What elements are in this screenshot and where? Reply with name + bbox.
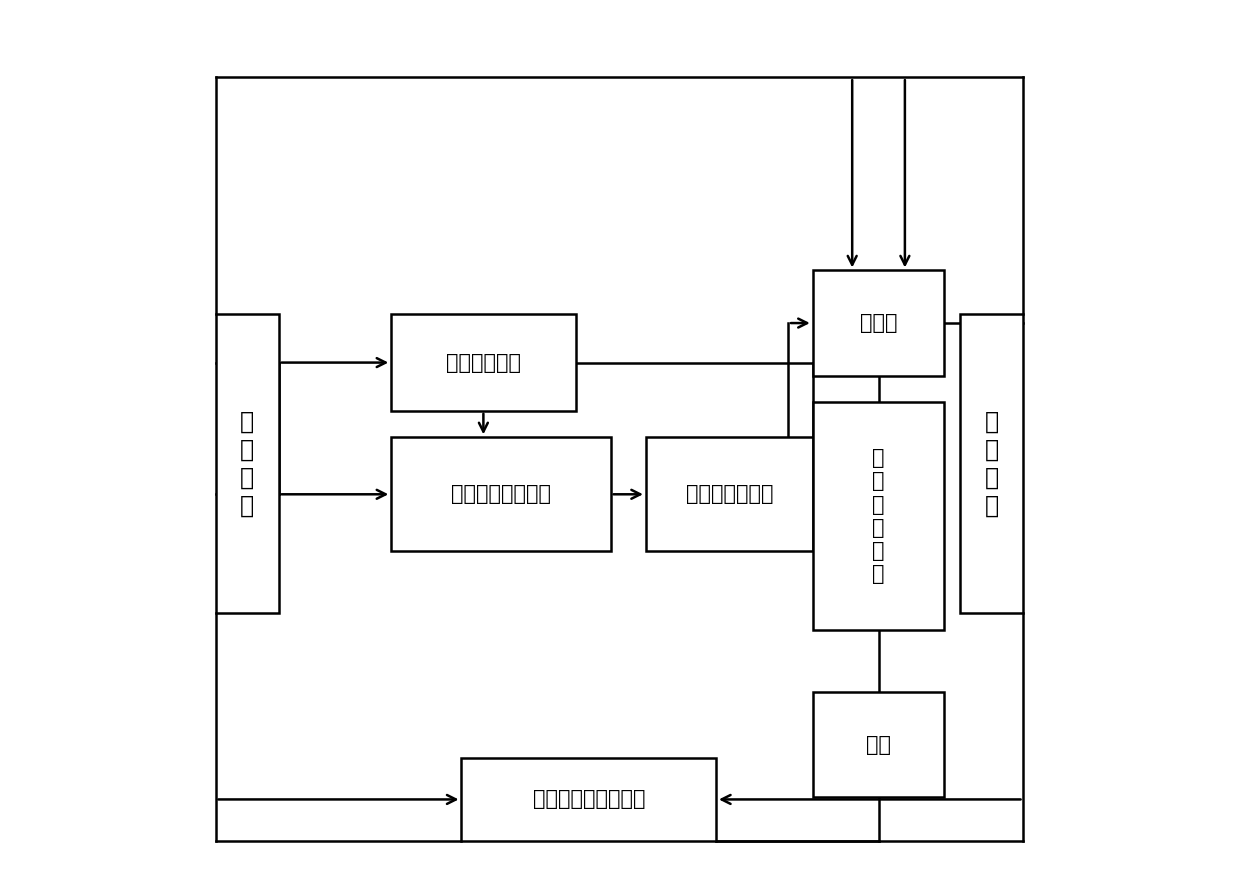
- Text: 电源故障检测电路: 电源故障检测电路: [451, 484, 551, 504]
- Text: 继电器触发电路: 继电器触发电路: [685, 484, 773, 504]
- Bar: [646, 437, 813, 551]
- Text: 触发供电电路: 触发供电电路: [446, 352, 520, 373]
- Text: 电源指示灯供电电路: 电源指示灯供电电路: [533, 789, 646, 809]
- Bar: [813, 692, 944, 797]
- Bar: [960, 314, 1023, 613]
- Bar: [392, 314, 576, 411]
- Text: 负
载
供
电
电
路: 负 载 供 电 电 路: [872, 449, 885, 584]
- Text: 电机: 电机: [866, 734, 891, 755]
- Bar: [461, 757, 716, 841]
- Bar: [392, 437, 611, 551]
- Text: 常
用
电
源: 常 用 电 源: [240, 409, 254, 517]
- Bar: [216, 314, 279, 613]
- Text: 备
用
电
源: 备 用 电 源: [985, 409, 999, 517]
- Text: 继电器: 继电器: [860, 313, 897, 333]
- Bar: [813, 270, 944, 376]
- Bar: [813, 402, 944, 631]
